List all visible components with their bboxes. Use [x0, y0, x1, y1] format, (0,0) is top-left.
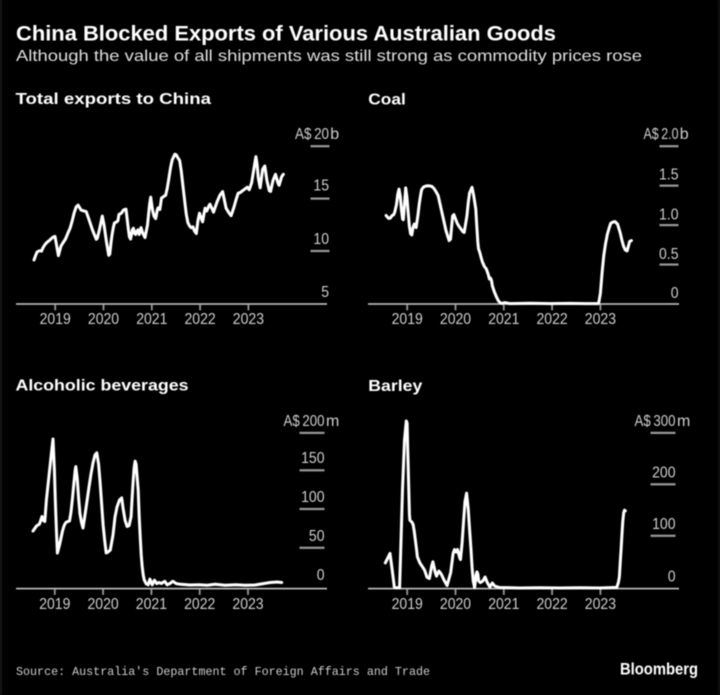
svg-text:0.5: 0.5 [659, 246, 679, 263]
svg-text:2019: 2019 [40, 311, 71, 328]
svg-text:Source: Australia's Department: Source: Australia's Department of Foreig… [16, 665, 430, 679]
svg-text:Barley: Barley [368, 378, 422, 395]
svg-text:m: m [326, 413, 339, 430]
svg-text:2022: 2022 [185, 311, 216, 328]
svg-text:2020: 2020 [440, 596, 471, 613]
svg-text:2019: 2019 [392, 596, 423, 613]
svg-text:0: 0 [668, 568, 676, 585]
svg-text:2021: 2021 [136, 596, 167, 613]
svg-text:1.0: 1.0 [659, 207, 679, 224]
svg-text:Although the value of all ship: Although the value of all shipments was … [16, 48, 642, 65]
svg-text:100: 100 [652, 516, 675, 533]
svg-text:A$ 200: A$ 200 [284, 413, 325, 430]
svg-text:15: 15 [313, 178, 329, 195]
svg-text:100: 100 [301, 489, 324, 506]
svg-text:200: 200 [652, 464, 675, 481]
svg-text:A$ 2.0: A$ 2.0 [644, 126, 679, 143]
svg-text:China Blocked Exports of Vario: China Blocked Exports of Various Austral… [16, 23, 556, 46]
svg-text:b: b [330, 126, 339, 143]
svg-text:2020: 2020 [440, 311, 471, 328]
svg-text:A$ 300: A$ 300 [635, 413, 676, 430]
svg-text:A$ 20: A$ 20 [295, 126, 329, 143]
svg-text:2022: 2022 [537, 311, 568, 328]
svg-text:2023: 2023 [585, 311, 616, 328]
svg-text:1.5: 1.5 [659, 166, 679, 183]
svg-text:2023: 2023 [233, 311, 264, 328]
svg-text:m: m [677, 413, 690, 430]
svg-text:2019: 2019 [39, 596, 70, 613]
svg-text:2020: 2020 [88, 596, 119, 613]
svg-text:Bloomberg: Bloomberg [620, 660, 698, 678]
svg-text:2023: 2023 [232, 596, 263, 613]
svg-text:10: 10 [313, 231, 329, 248]
svg-text:50: 50 [309, 528, 325, 545]
svg-text:150: 150 [301, 450, 324, 467]
svg-text:2022: 2022 [184, 596, 215, 613]
svg-text:2019: 2019 [392, 311, 423, 328]
svg-text:Total exports to China: Total exports to China [16, 91, 212, 108]
svg-text:2021: 2021 [488, 596, 519, 613]
svg-text:Alcoholic beverages: Alcoholic beverages [16, 378, 189, 395]
svg-text:0: 0 [317, 567, 325, 584]
svg-text:2022: 2022 [537, 596, 568, 613]
svg-text:2020: 2020 [88, 311, 119, 328]
svg-text:2021: 2021 [488, 311, 519, 328]
svg-text:2021: 2021 [136, 311, 167, 328]
svg-text:5: 5 [321, 284, 329, 301]
svg-text:b: b [680, 126, 689, 143]
svg-text:0: 0 [671, 285, 679, 302]
svg-text:2023: 2023 [585, 596, 616, 613]
svg-text:Coal: Coal [368, 91, 406, 108]
